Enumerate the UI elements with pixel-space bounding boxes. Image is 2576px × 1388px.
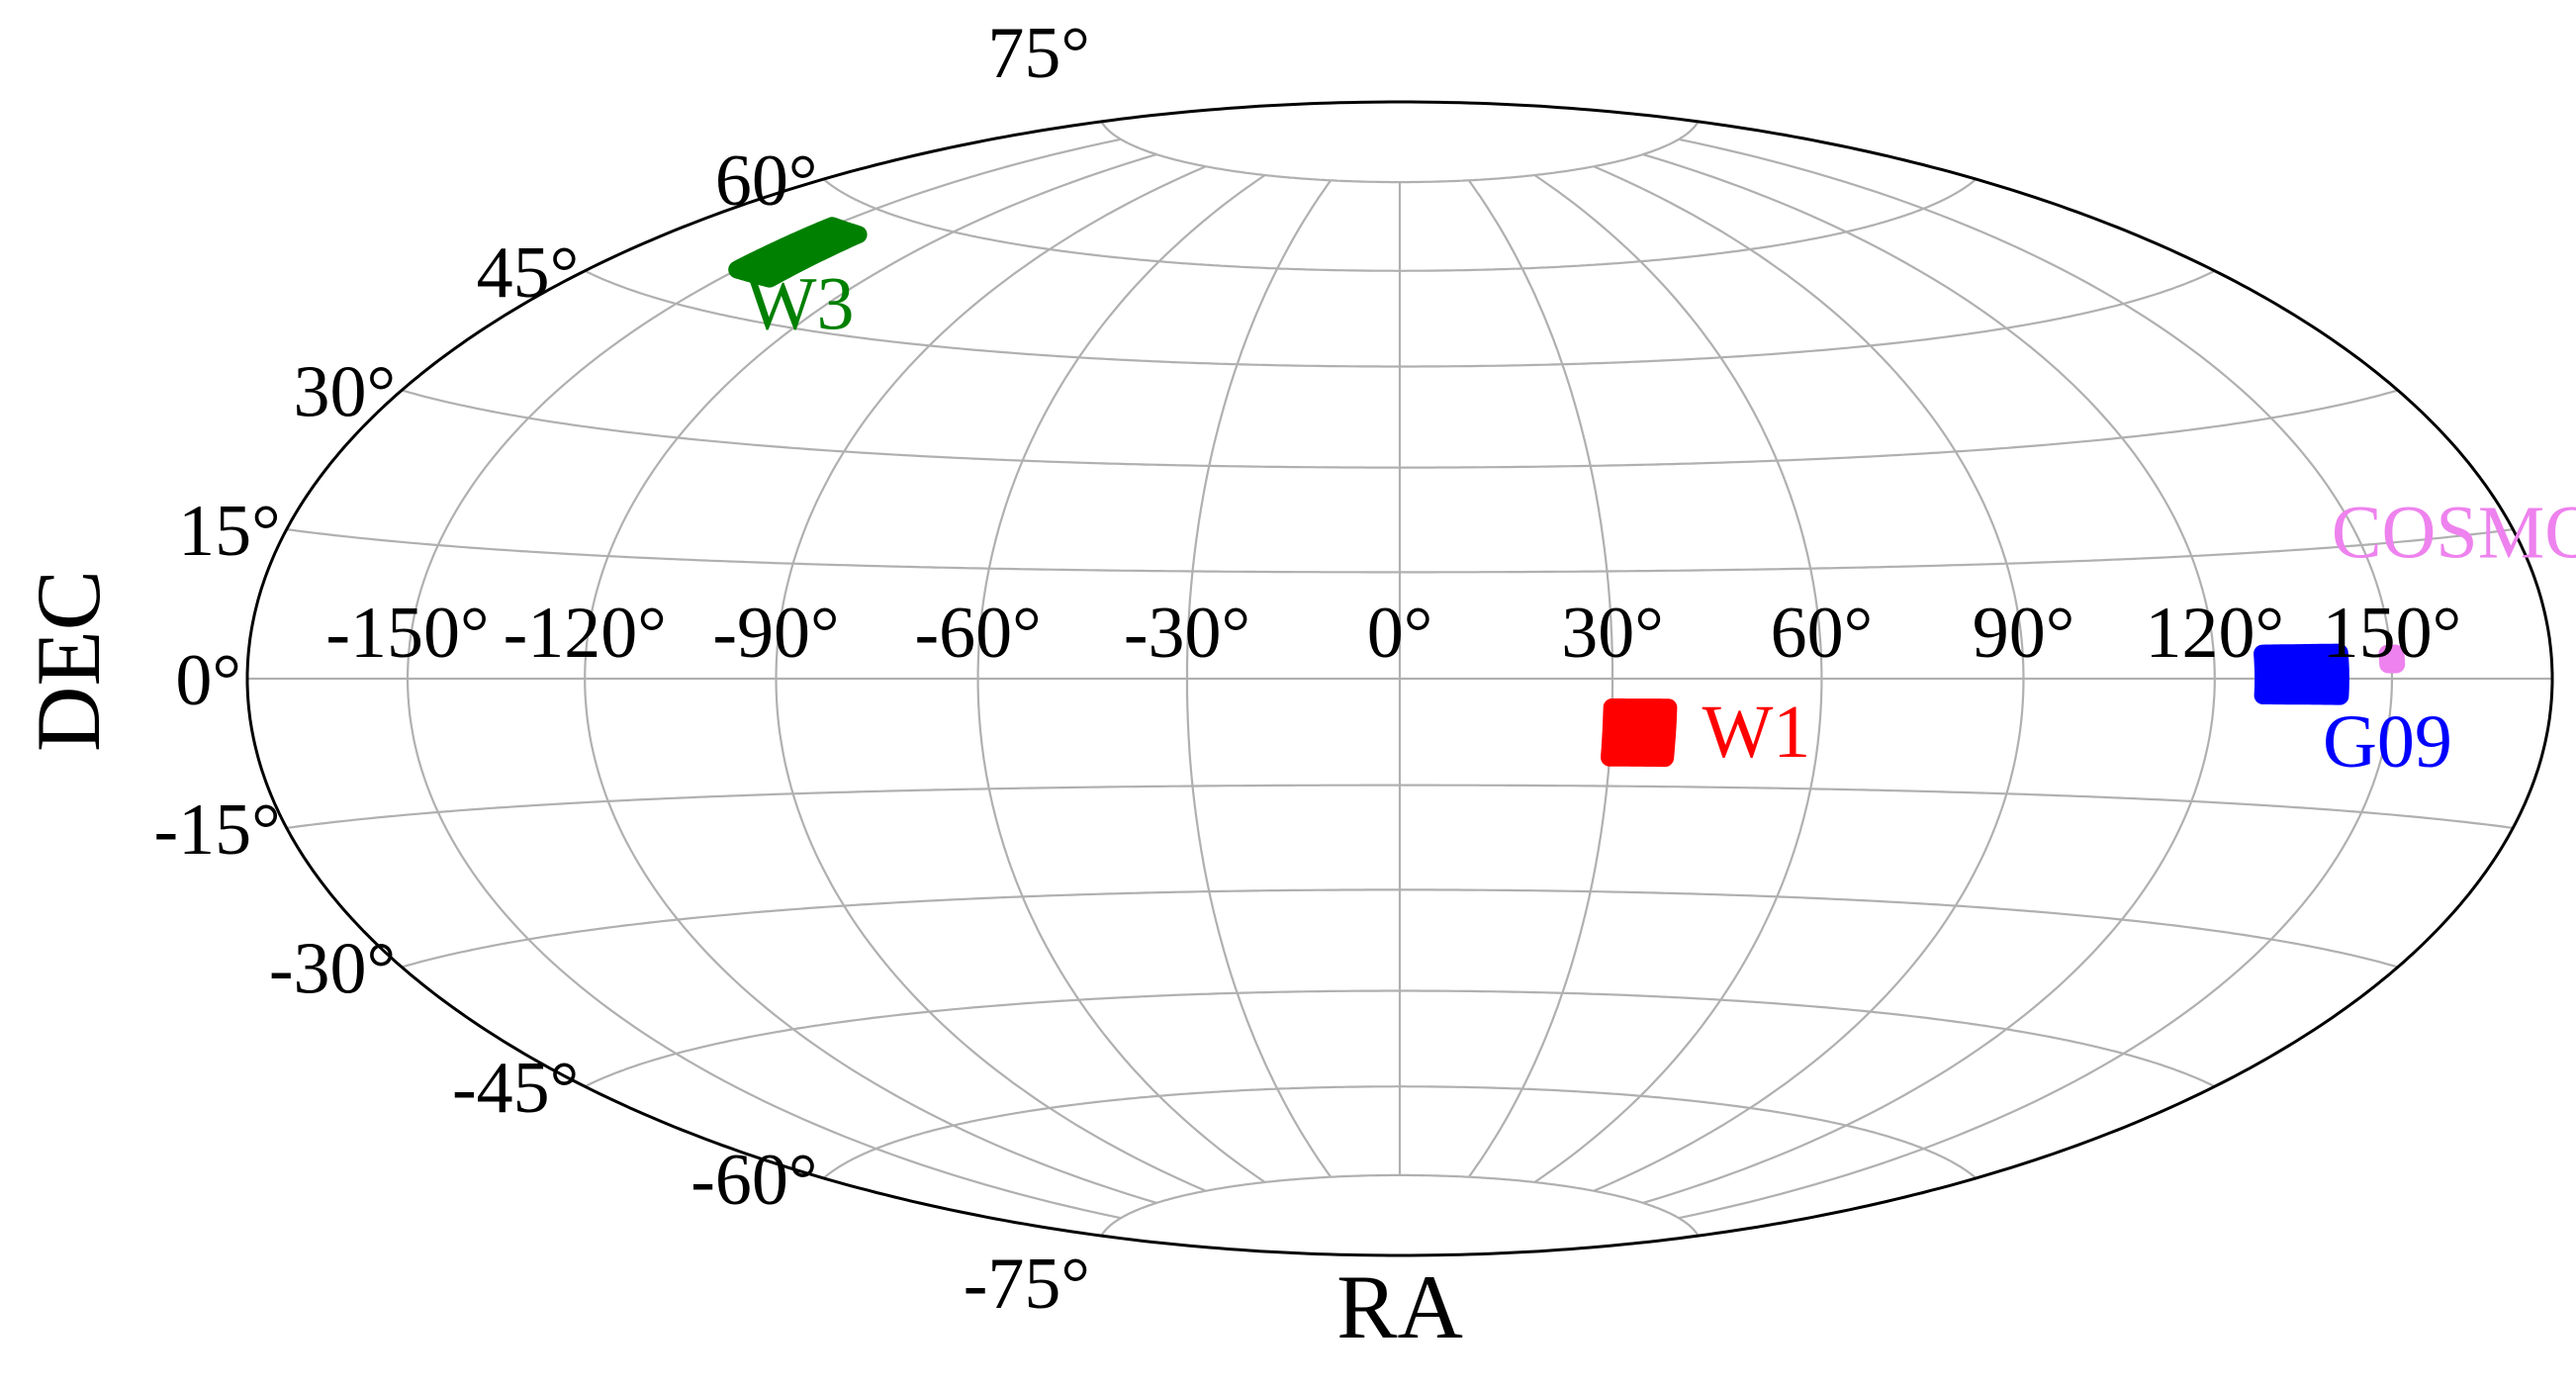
parallel-line [401, 888, 2399, 969]
dec-tick-label: -60° [690, 1140, 817, 1221]
dec-tick-label: -15° [153, 789, 280, 871]
dec-tick-labels: -75° -60° -45° -30° -15° 0° 15°30° 45° 60° 75° [153, 13, 1090, 1325]
region-label-w1: W1 [1702, 691, 1811, 774]
grid-lines [247, 121, 2552, 1237]
region-cosmos [2378, 644, 2406, 674]
projection-boundary [245, 100, 2554, 1257]
ra-tick-labels: -150° -120° -90° -60° -30° 0° 30° 60° 90° 120° 150… [325, 593, 2461, 674]
ra-tick-label: -150° [325, 593, 489, 674]
parallel-line [822, 1085, 1978, 1179]
ra-tick-label: 150° [2323, 593, 2462, 674]
region-label-cosmos: COSMOS [2332, 491, 2576, 574]
region-label-w3: W3 [746, 263, 855, 346]
ra-tick-label: -90° [712, 593, 839, 674]
region-label-g09: G09 [2323, 700, 2452, 784]
x-axis-label: RA [1336, 1256, 1463, 1357]
y-axis-label: DEC [18, 570, 119, 752]
ra-tick-label: 30° [1561, 593, 1664, 674]
ra-tick-label: 60° [1771, 593, 1874, 674]
survey-regions [728, 217, 2406, 768]
ra-tick-label: -120° [504, 593, 667, 674]
dec-tick-label: -75° [964, 1244, 1090, 1325]
region-g09 [2254, 643, 2349, 705]
parallel-line [286, 784, 2514, 829]
parallel-line [584, 989, 2216, 1088]
region-w3 [728, 217, 868, 288]
parallel-line [1100, 1173, 1700, 1237]
dec-tick-label: 30° [293, 352, 396, 433]
dec-tick-label: 60° [715, 140, 818, 222]
ra-tick-label: 120° [2145, 593, 2284, 674]
ra-tick-label: -30° [1124, 593, 1250, 674]
region-labels: W1 W3 G09 COSMOS [746, 263, 2576, 785]
dec-tick-label: 75° [987, 13, 1090, 94]
dec-tick-label: -45° [452, 1048, 579, 1129]
parallel-line [822, 178, 1978, 272]
parallel-line [286, 528, 2514, 574]
ra-tick-label: 0° [1367, 593, 1433, 674]
parallel-line [584, 269, 2216, 368]
region-w1 [1601, 698, 1678, 768]
dec-tick-label: 0° [175, 640, 241, 721]
parallel-line [401, 389, 2399, 469]
ra-tick-label: -60° [914, 593, 1041, 674]
dec-tick-label: 45° [477, 232, 580, 314]
dec-tick-label: 15° [178, 491, 281, 572]
parallel-line [1100, 121, 1700, 184]
dec-tick-label: -30° [269, 929, 396, 1010]
ra-tick-label: 90° [1973, 593, 2075, 674]
